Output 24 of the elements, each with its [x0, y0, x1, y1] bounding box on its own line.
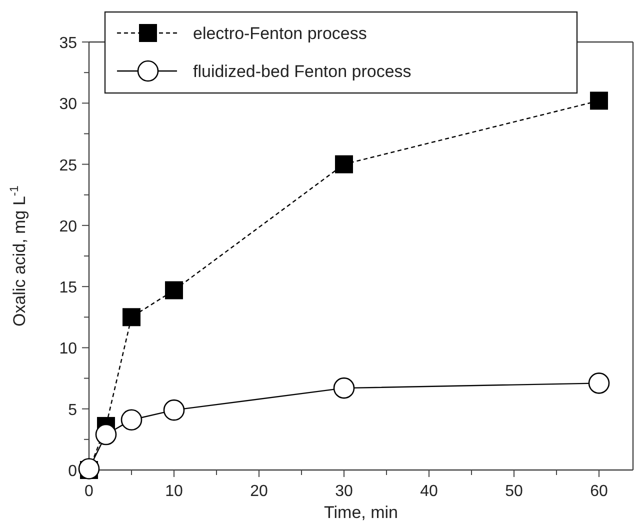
y-tick-label: 35 [59, 35, 78, 52]
point [335, 155, 353, 174]
legend-label: electro-Fenton process [193, 24, 367, 43]
point [590, 92, 608, 110]
x-tick-label: 20 [250, 483, 268, 500]
y-tick-label: 10 [59, 340, 78, 358]
y-tick-label: 30 [59, 96, 78, 114]
x-tick-label: 0 [84, 483, 94, 500]
y-tick-label: 25 [59, 157, 78, 174]
point [165, 281, 183, 300]
y-tick-label: 5 [68, 402, 78, 419]
x-tick-label: 30 [335, 483, 353, 500]
point [95, 424, 117, 446]
point [78, 458, 100, 480]
legend-label: fluidized-bed Fenton process [193, 62, 412, 81]
x-tick-label: 10 [165, 483, 183, 500]
point [122, 308, 140, 326]
y-tick-label: 15 [59, 280, 78, 297]
y-tick-label: 20 [59, 218, 78, 236]
x-tick-label: 50 [505, 483, 523, 500]
y-tick-label: 0 [68, 463, 78, 480]
x-tick-label: 60 [590, 483, 608, 500]
x-axis-title: Time, min [324, 503, 398, 522]
x-tick-label: 40 [420, 483, 438, 500]
